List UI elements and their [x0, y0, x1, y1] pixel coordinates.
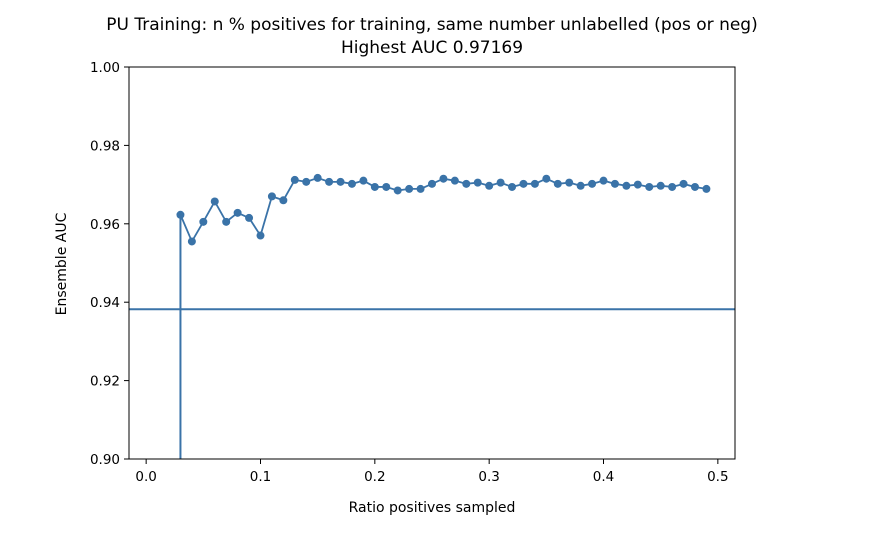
data-point — [588, 179, 597, 188]
data-point — [405, 184, 414, 193]
x-axis: 0.0 0.1 0.2 0.3 0.4 0.5 — [135, 459, 729, 485]
chart-subtitle: Highest AUC 0.97169 — [341, 38, 523, 58]
data-point — [176, 210, 185, 219]
data-point — [599, 176, 608, 185]
series-layer — [176, 173, 711, 246]
reference-lines — [129, 214, 735, 459]
data-point — [210, 197, 219, 206]
y-tick-label: 0.90 — [90, 452, 120, 468]
data-point — [485, 181, 494, 190]
data-point — [542, 174, 551, 183]
data-point — [416, 184, 425, 193]
data-point — [679, 179, 688, 188]
data-point — [279, 196, 288, 205]
data-point — [428, 179, 436, 188]
x-tick-label: 0.4 — [593, 469, 614, 485]
data-point — [576, 181, 585, 190]
data-point — [347, 179, 356, 188]
x-tick-label: 0.1 — [250, 469, 271, 485]
data-point — [530, 179, 539, 188]
data-point — [633, 180, 642, 189]
data-point — [473, 178, 482, 187]
chart-title: PU Training: n % positives for training,… — [106, 15, 757, 35]
data-point — [610, 179, 619, 188]
data-point — [199, 217, 208, 226]
data-point — [370, 182, 379, 191]
data-point — [439, 174, 448, 183]
data-point — [325, 177, 334, 186]
y-tick-label: 0.92 — [90, 374, 120, 390]
y-tick-label: 0.94 — [90, 295, 120, 311]
y-axis-label: Ensemble AUC — [54, 212, 70, 315]
data-point — [450, 176, 459, 185]
data-point — [656, 181, 665, 190]
data-point — [496, 178, 505, 187]
data-point — [267, 192, 276, 201]
data-point — [187, 237, 196, 246]
y-tick-label: 0.98 — [90, 138, 120, 154]
x-tick-label: 0.0 — [135, 469, 156, 485]
data-point — [256, 231, 265, 240]
data-point — [645, 182, 654, 191]
data-point — [336, 177, 345, 186]
data-point — [508, 182, 517, 191]
data-point — [233, 208, 242, 217]
plot-frame — [128, 66, 736, 460]
x-tick-label: 0.5 — [707, 469, 728, 485]
data-point — [702, 184, 711, 193]
data-point — [622, 181, 631, 190]
data-point — [302, 177, 311, 186]
y-axis: 0.90 0.92 0.94 0.96 0.98 1.00 — [90, 60, 129, 468]
data-point — [553, 179, 562, 188]
y-tick-label: 1.00 — [90, 60, 120, 76]
x-tick-label: 0.2 — [364, 469, 385, 485]
data-point — [313, 173, 322, 182]
data-point — [565, 178, 574, 187]
data-point — [290, 175, 299, 184]
x-tick-label: 0.3 — [478, 469, 499, 485]
data-point — [222, 217, 231, 226]
data-point — [359, 176, 368, 185]
data-point — [245, 213, 254, 222]
data-point — [393, 186, 402, 195]
data-point — [382, 182, 391, 191]
y-tick-label: 0.96 — [90, 217, 120, 233]
data-point — [462, 179, 471, 188]
data-point — [519, 179, 528, 188]
x-axis-label: Ratio positives sampled — [349, 500, 516, 516]
data-point — [668, 182, 677, 191]
data-point — [690, 182, 699, 191]
